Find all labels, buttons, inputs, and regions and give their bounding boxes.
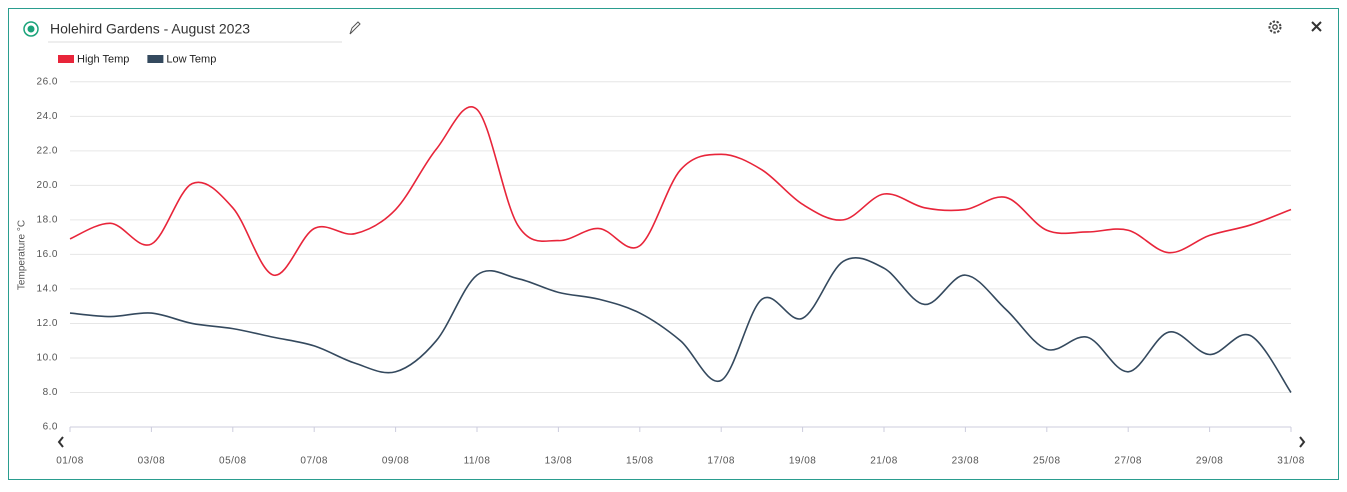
status-ring [23, 21, 39, 37]
y-axis-label: Temperature °C [17, 220, 28, 290]
x-tick-label: 17/08 [707, 456, 735, 467]
chart-title: Holehird Gardens - August 2023 [50, 21, 250, 37]
x-tick-label: 23/08 [952, 456, 980, 467]
legend-label: High Temp [77, 53, 129, 65]
x-tick-label: 27/08 [1114, 456, 1142, 467]
legend-swatch [147, 55, 164, 63]
y-tick-label: 12.0 [37, 318, 58, 329]
y-tick-label: 8.0 [43, 387, 58, 398]
y-tick-label: 18.0 [37, 215, 58, 226]
x-tick-label: 13/08 [545, 456, 573, 467]
edit-icon[interactable] [349, 21, 361, 35]
y-tick-label: 20.0 [37, 180, 58, 191]
scroll-right[interactable] [1299, 436, 1306, 448]
x-tick-label: 03/08 [138, 456, 166, 467]
x-tick-label: 05/08 [219, 456, 247, 467]
y-tick-label: 6.0 [43, 422, 58, 433]
close-icon[interactable] [1311, 21, 1322, 32]
x-tick-label: 25/08 [1033, 456, 1061, 467]
y-tick-label: 14.0 [37, 284, 58, 295]
scroll-left[interactable] [57, 436, 64, 448]
legend-swatch [58, 55, 74, 63]
x-tick-label: 11/08 [464, 456, 491, 467]
x-tick-label: 07/08 [300, 456, 328, 467]
settings-icon[interactable] [1268, 20, 1282, 34]
y-tick-label: 26.0 [37, 76, 58, 87]
series-line [69, 106, 1292, 276]
legend-label: Low Temp [166, 53, 216, 65]
y-tick-label: 22.0 [37, 145, 58, 156]
widget-frame [8, 8, 1339, 480]
x-tick-label: 19/08 [789, 456, 817, 467]
x-tick-label: 01/08 [56, 456, 84, 467]
x-tick-label: 21/08 [870, 456, 898, 467]
y-tick-label: 24.0 [37, 111, 58, 122]
series-line [69, 257, 1292, 393]
y-tick-label: 16.0 [37, 249, 58, 260]
x-tick-label: 31/08 [1277, 456, 1305, 467]
x-tick-label: 09/08 [382, 456, 410, 467]
status-dot [27, 25, 35, 33]
x-tick-label: 29/08 [1196, 456, 1224, 467]
y-tick-label: 10.0 [37, 353, 58, 364]
x-tick-label: 15/08 [626, 456, 654, 467]
